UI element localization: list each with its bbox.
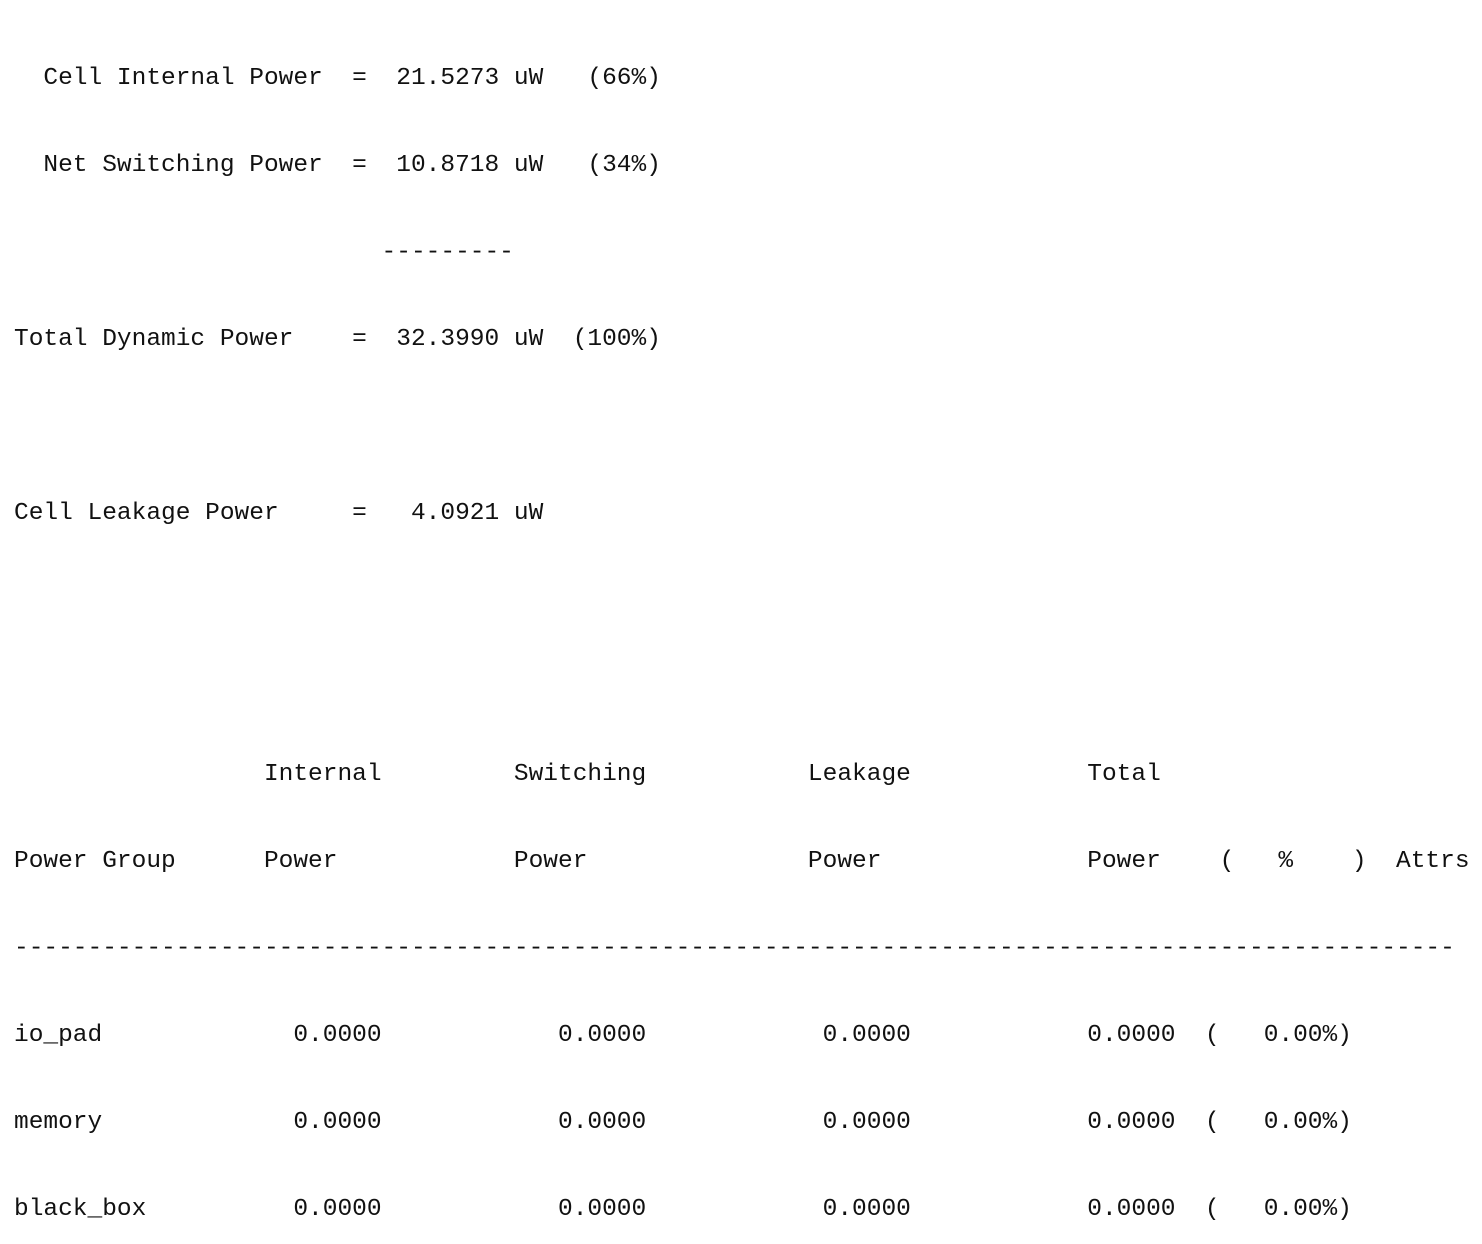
cell-internal-power-line: Cell Internal Power = 21.5273 uW (66%) <box>14 65 661 92</box>
table-separator-top: ----------------------------------------… <box>14 935 1455 962</box>
table-header-line-1: Internal Switching Leakage Total <box>14 761 1161 788</box>
blank-line <box>14 412 1482 441</box>
table-row-io-pad: io_pad 0.0000 0.0000 0.0000 0.0000 ( 0.0… <box>14 1022 1352 1049</box>
table-row-memory: memory 0.0000 0.0000 0.0000 0.0000 ( 0.0… <box>14 1109 1352 1136</box>
total-dynamic-power-line: Total Dynamic Power = 32.3990 uW (100%) <box>14 326 661 353</box>
blank-line <box>14 673 1482 702</box>
summary-underline: --------- <box>14 239 514 266</box>
power-report: Cell Internal Power = 21.5273 uW (66%) N… <box>14 6 1482 1244</box>
table-header-line-2: Power Group Power Power Power Power ( % … <box>14 848 1470 875</box>
blank-line <box>14 586 1482 615</box>
cell-leakage-power-line: Cell Leakage Power = 4.0921 uW <box>14 500 544 527</box>
net-switching-power-line: Net Switching Power = 10.8718 uW (34%) <box>14 152 661 179</box>
table-row-black-box: black_box 0.0000 0.0000 0.0000 0.0000 ( … <box>14 1196 1352 1223</box>
